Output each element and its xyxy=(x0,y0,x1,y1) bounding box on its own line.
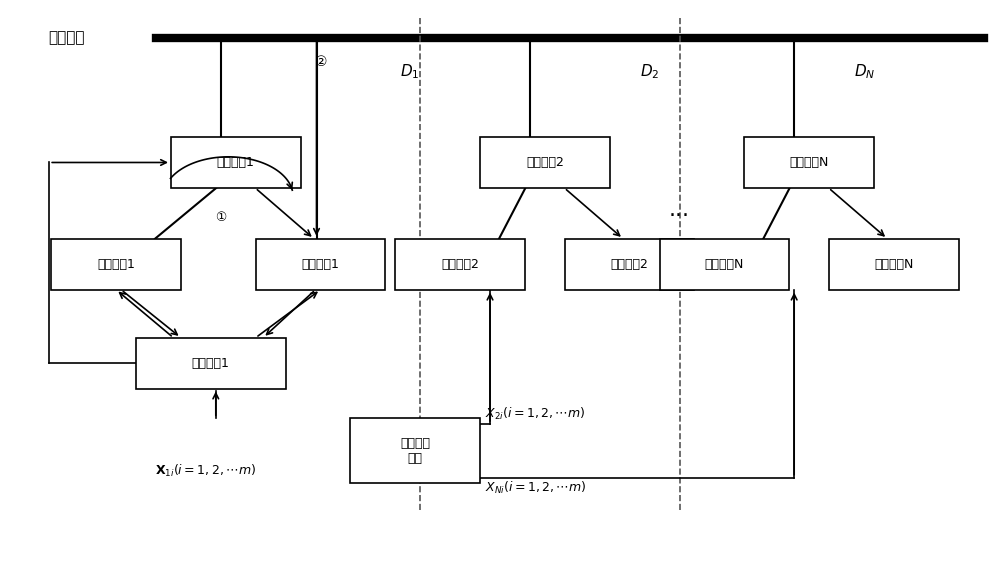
Bar xyxy=(744,137,874,188)
Text: $D_N$: $D_N$ xyxy=(854,62,875,81)
Text: 场级控制
系统: 场级控制 系统 xyxy=(400,437,430,465)
Text: $X_{Ni}$$(i=1,2,\cdots m)$: $X_{Ni}$$(i=1,2,\cdots m)$ xyxy=(485,480,586,496)
Bar xyxy=(171,137,301,188)
Text: 油田负载2: 油田负载2 xyxy=(611,258,649,271)
Bar xyxy=(829,239,959,290)
Text: $D_2$: $D_2$ xyxy=(640,62,659,81)
Text: 并网开关1: 并网开关1 xyxy=(217,156,255,169)
Bar xyxy=(136,338,286,389)
Text: 油田负载N: 油田负载N xyxy=(874,258,914,271)
Text: 控制单元1: 控制单元1 xyxy=(192,357,230,370)
Bar xyxy=(480,137,610,188)
Bar xyxy=(350,418,480,483)
Text: 油田负载1: 油田负载1 xyxy=(302,258,339,271)
Text: ②: ② xyxy=(315,56,328,69)
Text: $X_{2i}$$(i=1,2,\cdots m)$: $X_{2i}$$(i=1,2,\cdots m)$ xyxy=(485,406,585,422)
Text: 并网开关N: 并网开关N xyxy=(789,156,829,169)
Text: $D_1$: $D_1$ xyxy=(400,62,420,81)
Text: $\mathbf{X}_{1i}$$(i=1,2,\cdots m)$: $\mathbf{X}_{1i}$$(i=1,2,\cdots m)$ xyxy=(155,462,256,479)
Text: 风电机组2: 风电机组2 xyxy=(441,258,479,271)
Bar xyxy=(51,239,181,290)
Bar xyxy=(395,239,525,290)
Text: 公共母线: 公共母线 xyxy=(48,31,84,45)
Text: ①: ① xyxy=(215,211,226,224)
Bar xyxy=(660,239,789,290)
Text: 风电机组N: 风电机组N xyxy=(705,258,744,271)
Text: ···: ··· xyxy=(669,206,690,226)
Bar xyxy=(256,239,385,290)
Text: 风电机组1: 风电机组1 xyxy=(97,258,135,271)
Bar xyxy=(565,239,694,290)
Text: 并网开关2: 并网开关2 xyxy=(526,156,564,169)
